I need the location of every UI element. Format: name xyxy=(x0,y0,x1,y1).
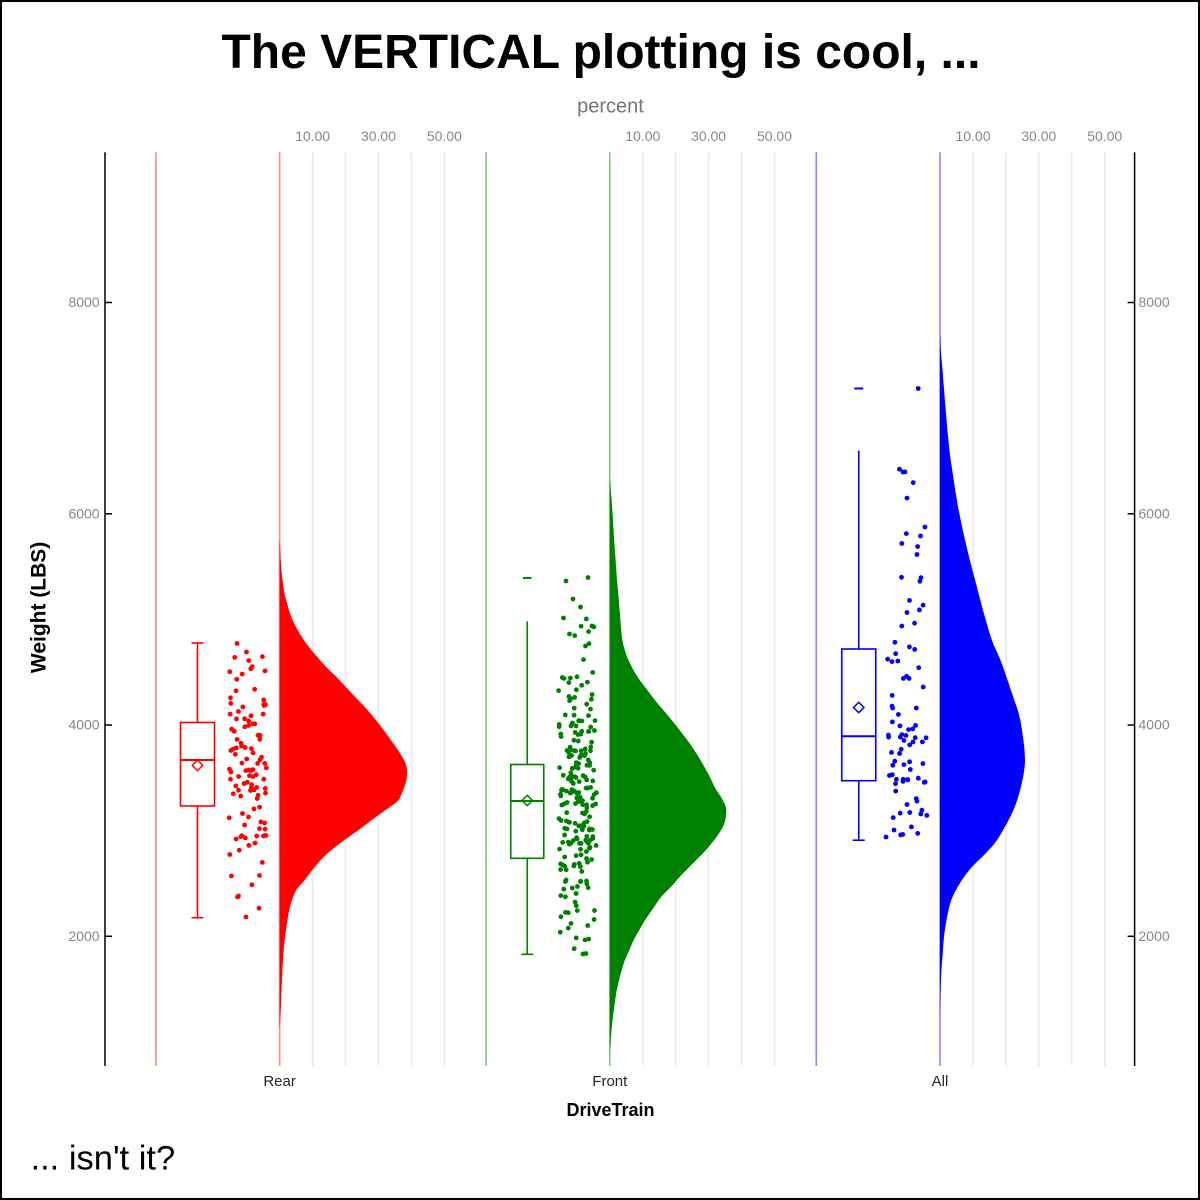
svg-text:6000: 6000 xyxy=(1139,505,1170,521)
svg-text:50.00: 50.00 xyxy=(757,128,792,144)
svg-text:50.00: 50.00 xyxy=(427,128,462,144)
svg-text:Weight (LBS): Weight (LBS) xyxy=(28,542,51,673)
svg-text:Front: Front xyxy=(592,1073,628,1090)
svg-text:4000: 4000 xyxy=(1139,717,1170,733)
svg-text:4000: 4000 xyxy=(68,717,99,733)
svg-text:30.00: 30.00 xyxy=(1021,128,1056,144)
svg-text:30.00: 30.00 xyxy=(691,128,726,144)
svg-text:8000: 8000 xyxy=(68,294,99,310)
svg-text:8000: 8000 xyxy=(1139,294,1170,310)
svg-text:10.00: 10.00 xyxy=(295,128,330,144)
svg-text:percent: percent xyxy=(577,96,644,118)
svg-text:30.00: 30.00 xyxy=(361,128,396,144)
svg-text:Rear: Rear xyxy=(263,1073,296,1090)
svg-text:10.00: 10.00 xyxy=(625,128,660,144)
svg-text:50.00: 50.00 xyxy=(1087,128,1122,144)
svg-text:2000: 2000 xyxy=(1139,928,1170,944)
svg-text:All: All xyxy=(932,1073,949,1090)
svg-text:The VERTICAL plotting is cool,: The VERTICAL plotting is cool, ... xyxy=(221,26,980,79)
svg-text:2000: 2000 xyxy=(68,928,99,944)
svg-text:10.00: 10.00 xyxy=(955,128,990,144)
svg-text:... isn't it?: ... isn't it? xyxy=(31,1140,176,1178)
svg-text:DriveTrain: DriveTrain xyxy=(566,1100,654,1120)
svg-text:6000: 6000 xyxy=(68,505,99,521)
